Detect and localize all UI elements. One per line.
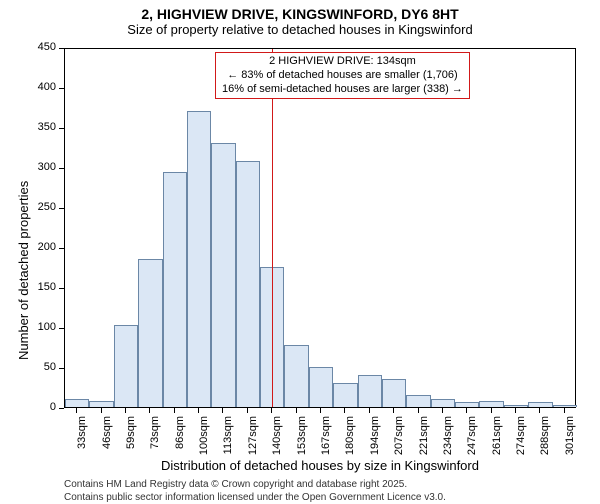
y-tick-label: 200 [0,241,56,253]
histogram-bar [65,399,89,407]
attribution-text: Contains HM Land Registry data © Crown c… [64,478,446,504]
x-tick-label: 33sqm [76,416,88,466]
y-tick [59,48,64,49]
y-tick-label: 250 [0,201,56,213]
y-tick-label: 100 [0,321,56,333]
x-tick [222,408,223,413]
attribution-line2: Contains public sector information licen… [64,491,446,504]
x-tick-label: 234sqm [442,416,454,466]
x-tick [101,408,102,413]
histogram-bar [455,402,479,407]
y-tick [59,328,64,329]
reference-line [272,49,273,407]
histogram-bar [553,405,577,407]
y-tick [59,248,64,249]
x-tick [442,408,443,413]
x-tick [247,408,248,413]
histogram-bar [406,395,430,407]
x-tick-label: 261sqm [491,416,503,466]
histogram-bar [333,383,357,407]
y-tick-label: 0 [0,401,56,413]
x-tick-label: 221sqm [418,416,430,466]
y-tick [59,408,64,409]
x-tick-label: 46sqm [101,416,113,466]
y-tick [59,208,64,209]
histogram-bar [89,401,113,407]
x-tick-label: 73sqm [149,416,161,466]
x-tick [491,408,492,413]
info-box-line3: 16% of semi-detached houses are larger (… [222,83,463,97]
histogram-bar [236,161,260,407]
histogram-bar [114,325,138,407]
y-tick-label: 300 [0,161,56,173]
x-tick [198,408,199,413]
histogram-bar [284,345,308,407]
x-tick-label: 194sqm [369,416,381,466]
x-tick-label: 180sqm [344,416,356,466]
histogram-bar [431,399,455,407]
x-tick-label: 59sqm [125,416,137,466]
x-tick [539,408,540,413]
histogram-bar [138,259,162,407]
property-size-chart: 2, HIGHVIEW DRIVE, KINGSWINFORD, DY6 8HT… [0,0,600,500]
info-box-line1: 2 HIGHVIEW DRIVE: 134sqm [222,55,463,69]
chart-title: 2, HIGHVIEW DRIVE, KINGSWINFORD, DY6 8HT [0,0,600,22]
y-tick-label: 450 [0,41,56,53]
info-box-line2: ← 83% of detached houses are smaller (1,… [222,69,463,83]
y-tick-label: 400 [0,81,56,93]
histogram-bar [187,111,211,407]
x-tick-label: 207sqm [393,416,405,466]
attribution-line1: Contains HM Land Registry data © Crown c… [64,478,446,491]
x-tick [149,408,150,413]
x-tick [564,408,565,413]
y-tick [59,128,64,129]
x-tick-label: 301sqm [564,416,576,466]
x-tick [418,408,419,413]
y-tick-label: 350 [0,121,56,133]
x-tick-label: 127sqm [247,416,259,466]
y-tick [59,368,64,369]
x-tick [296,408,297,413]
histogram-bar [309,367,333,407]
x-tick [320,408,321,413]
x-tick [369,408,370,413]
x-tick [125,408,126,413]
info-box: 2 HIGHVIEW DRIVE: 134sqm← 83% of detache… [215,52,470,99]
plot-area: 2 HIGHVIEW DRIVE: 134sqm← 83% of detache… [64,48,576,408]
histogram-bar [504,405,528,407]
histogram-bar [163,172,187,407]
y-tick [59,168,64,169]
y-tick [59,88,64,89]
y-tick-label: 150 [0,281,56,293]
x-tick [344,408,345,413]
x-tick [515,408,516,413]
x-tick [466,408,467,413]
y-tick [59,288,64,289]
histogram-bar [479,401,503,407]
x-tick-label: 86sqm [174,416,186,466]
chart-subtitle: Size of property relative to detached ho… [0,22,600,41]
histogram-bar [358,375,382,407]
x-tick-label: 100sqm [198,416,210,466]
histogram-bar [382,379,406,407]
x-tick-label: 153sqm [296,416,308,466]
x-tick [76,408,77,413]
y-tick-label: 50 [0,361,56,373]
histogram-bar [211,143,235,407]
x-tick-label: 288sqm [539,416,551,466]
x-tick [174,408,175,413]
x-tick [271,408,272,413]
x-tick-label: 113sqm [222,416,234,466]
x-tick [393,408,394,413]
x-tick-label: 167sqm [320,416,332,466]
x-tick-label: 247sqm [466,416,478,466]
x-tick-label: 140sqm [271,416,283,466]
x-tick-label: 274sqm [515,416,527,466]
histogram-bar [528,402,552,407]
